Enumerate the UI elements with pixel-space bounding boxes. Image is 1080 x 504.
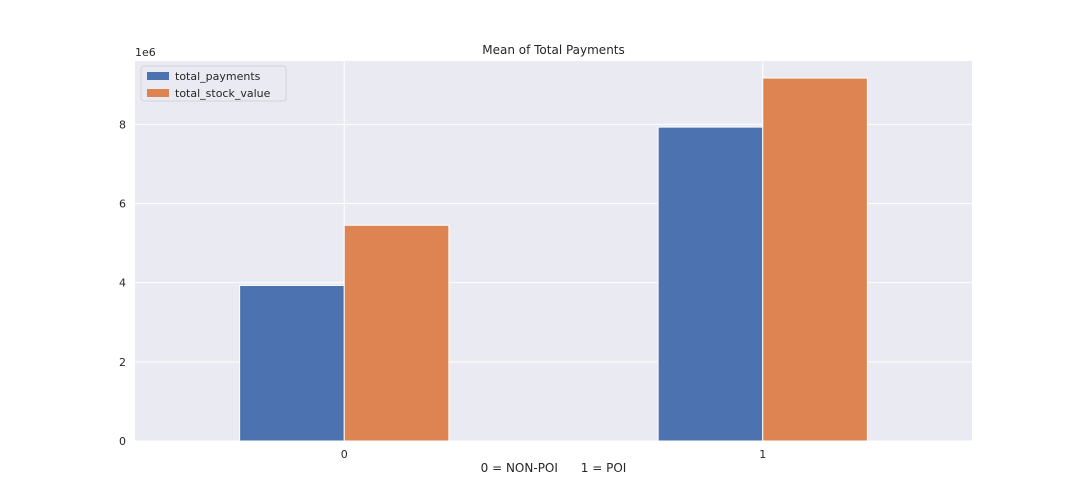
bars — [239, 77, 868, 442]
legend-label: total_stock_value — [175, 87, 271, 100]
bar-total_stock_value — [343, 224, 450, 442]
bar-total_payments — [239, 284, 345, 442]
x-tick-label: 1 — [759, 448, 766, 461]
bar-total_stock_value — [762, 77, 868, 442]
x-tick-label: 0 — [341, 448, 348, 461]
y-tick-label: 8 — [119, 118, 126, 131]
x-axis-label: 0 = NON-POI 1 = POI — [481, 461, 627, 475]
legend-swatch — [147, 89, 169, 97]
legend-swatch — [147, 72, 169, 80]
y-axis-ticks: 0 2 4 6 8 — [119, 118, 126, 448]
y-tick-label: 4 — [119, 277, 126, 290]
y-tick-label: 2 — [119, 356, 126, 369]
y-tick-label: 6 — [119, 198, 126, 211]
y-axis-multiplier: 1e6 — [135, 46, 156, 59]
legend: total_payments total_stock_value — [140, 65, 287, 102]
y-tick-label: 0 — [119, 435, 126, 448]
chart-title: Mean of Total Payments — [482, 43, 625, 57]
legend-label: total_payments — [175, 70, 261, 83]
legend-box — [140, 65, 287, 102]
bar-total_payments — [657, 126, 764, 442]
